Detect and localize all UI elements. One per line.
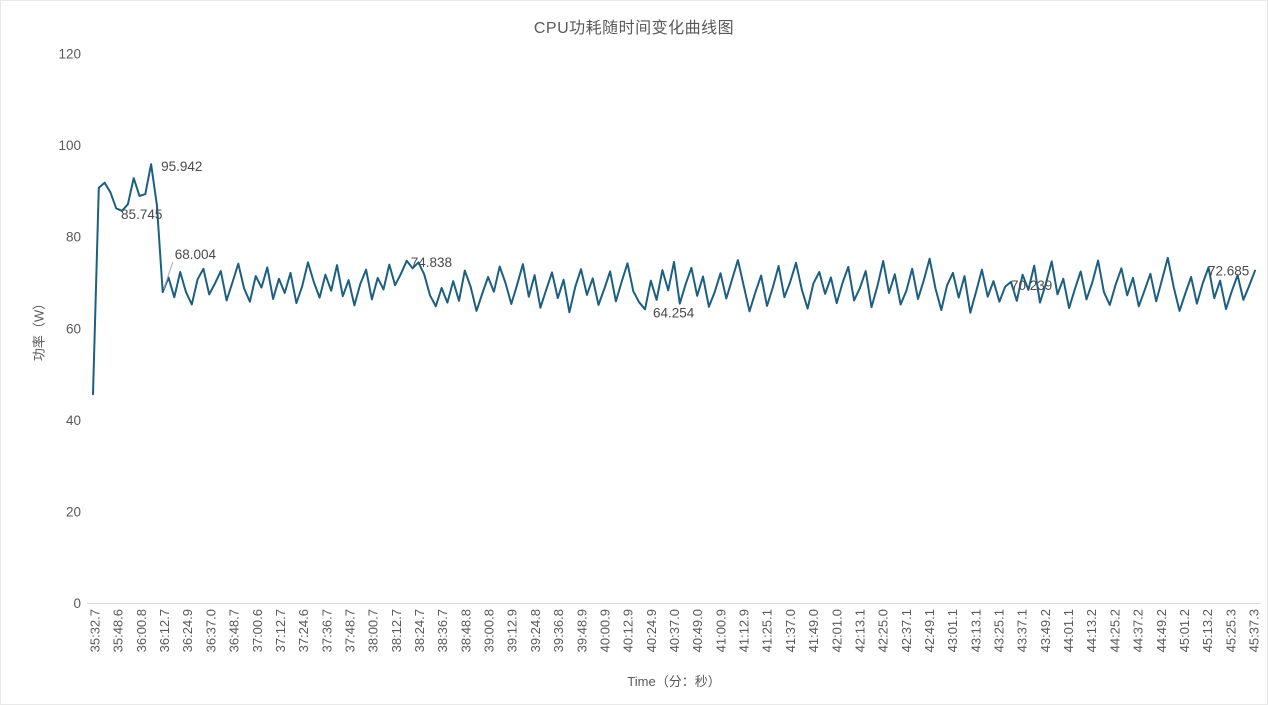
x-tick-label: 41:37.0 [783,609,798,652]
x-tick-label: 36:48.7 [227,609,242,652]
x-tick-label: 36:12.7 [157,609,172,652]
x-tick-label: 39:24.8 [528,609,543,652]
data-label: 95.942 [161,159,202,174]
x-tick-label: 41:49.0 [806,609,821,652]
x-tick-label: 37:48.7 [342,609,357,652]
x-tick-label: 42:01.0 [829,609,844,652]
x-tick-label: 37:00.6 [250,609,265,652]
x-tick-label: 40:37.0 [667,609,682,652]
y-tick-label: 20 [66,504,81,519]
x-tick-label: 43:01.1 [945,609,960,652]
x-tick-label: 41:25.1 [760,609,775,652]
y-tick-label: 120 [58,47,81,62]
x-tick-label: 38:36.7 [435,609,450,652]
x-tick-label: 39:12.9 [505,609,520,652]
y-tick-label: 80 [66,230,81,245]
x-tick-label: 38:12.7 [389,609,404,652]
x-tick-label: 39:00.8 [482,609,497,652]
x-tick-label: 40:49.0 [690,609,705,652]
annotation-leader-line [163,261,174,290]
x-tick-label: 45:01.2 [1177,609,1192,652]
x-tick-label: 41:00.9 [713,609,728,652]
x-tick-label: 36:00.8 [134,609,149,652]
x-tick-label: 37:24.6 [296,609,311,652]
x-tick-label: 36:24.9 [180,609,195,652]
data-label: 64.254 [653,305,695,320]
x-tick-label: 37:12.7 [273,609,288,652]
y-tick-label: 100 [58,138,81,153]
x-tick-label: 40:24.9 [644,609,659,652]
data-label: 74.838 [411,255,452,270]
x-tick-label: 43:13.1 [968,609,983,652]
x-tick-label: 43:37.1 [1015,609,1030,652]
x-tick-label: 44:37.2 [1131,609,1146,652]
x-tick-label: 45:37.3 [1247,609,1262,652]
power-line-series [92,163,1256,396]
x-tick-label: 44:49.2 [1154,609,1169,652]
data-label: 85.745 [121,207,162,222]
x-tick-label: 41:12.9 [737,609,752,652]
x-tick-label: 44:13.2 [1084,609,1099,652]
x-tick-label: 42:37.1 [899,609,914,652]
data-label: 68.004 [175,247,217,262]
x-tick-label: 36:37.0 [203,609,218,652]
x-tick-label: 43:49.2 [1038,609,1053,652]
data-label: 70.239 [1011,278,1052,293]
x-tick-label: 45:13.2 [1200,609,1215,652]
x-tick-label: 45:25.3 [1223,609,1238,652]
data-label: 72.685 [1208,264,1249,279]
x-tick-label: 40:12.9 [621,609,636,652]
x-tick-label: 44:25.2 [1107,609,1122,652]
x-tick-label: 38:00.7 [366,609,381,652]
x-tick-label: 39:48.9 [574,609,589,652]
x-tick-label: 35:48.6 [111,609,126,652]
x-axis-title: Time（分：秒） [627,674,721,689]
x-tick-label: 38:48.8 [458,609,473,652]
x-tick-label: 43:25.1 [992,609,1007,652]
x-tick-label: 44:01.1 [1061,609,1076,652]
chart-title: CPU功耗随时间变化曲线图 [533,20,735,37]
x-tick-label: 38:24.7 [412,609,427,652]
x-tick-label: 42:13.1 [852,609,867,652]
x-tick-label: 42:25.0 [876,609,891,652]
x-tick-label: 35:32.7 [88,609,103,652]
y-tick-label: 60 [66,321,81,336]
y-tick-label: 40 [66,413,81,428]
x-tick-label: 37:36.7 [319,609,334,652]
x-tick-label: 39:36.8 [551,609,566,652]
y-tick-label: 0 [73,596,81,611]
x-tick-label: 42:49.1 [922,609,937,652]
x-tick-label: 40:00.9 [597,609,612,652]
